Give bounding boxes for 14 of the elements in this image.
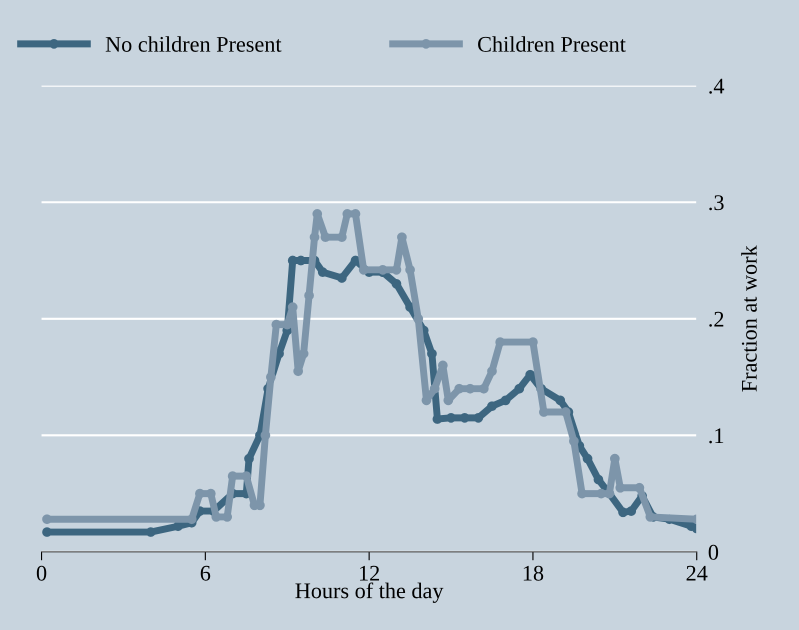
y-tick-label: .3 — [709, 195, 724, 210]
x-tick-label: 18 — [524, 566, 544, 581]
x-tick-label: 6 — [200, 566, 210, 581]
x-tick-label: 0 — [36, 566, 46, 581]
y-tick-label: .4 — [709, 78, 724, 94]
x-axis-title: Hours of the day — [295, 582, 444, 603]
x-tick-label: 12 — [360, 566, 380, 580]
legend-label: Children Present — [478, 36, 626, 52]
y-tick-label: 0 — [708, 544, 718, 560]
y-axis-title: Fraction at work — [741, 245, 757, 392]
y-tick-label: .2 — [709, 312, 724, 327]
legend-label: No children Present — [106, 36, 282, 52]
y-tick-label: .1 — [709, 428, 724, 444]
x-tick-label: 24 — [686, 566, 708, 580]
